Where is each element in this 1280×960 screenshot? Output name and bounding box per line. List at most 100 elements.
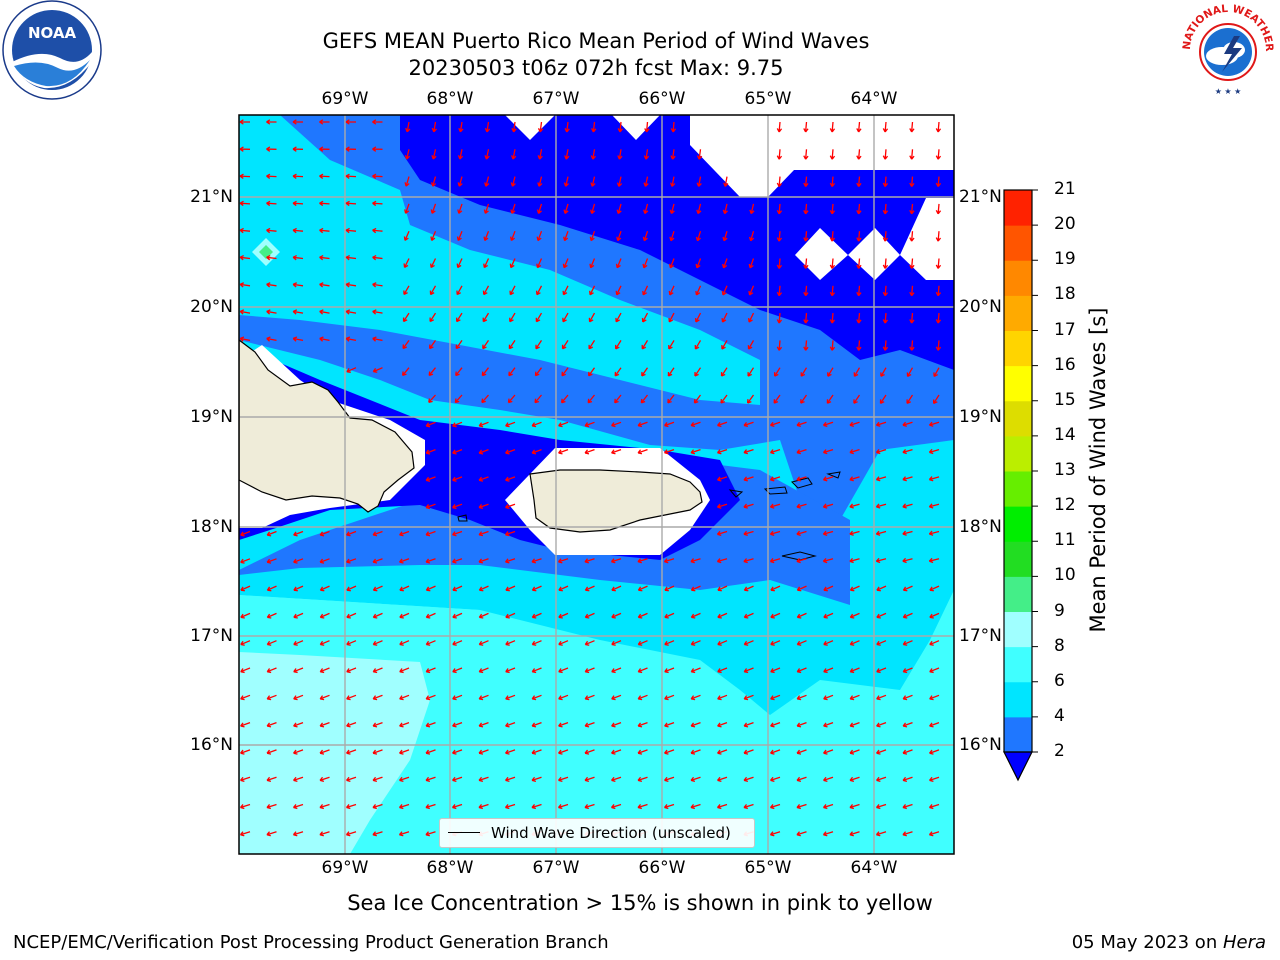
wave-direction-arrow bbox=[668, 340, 675, 350]
wave-direction-arrow bbox=[664, 448, 675, 455]
wave-direction-arrow bbox=[239, 336, 251, 342]
wave-direction-arrow bbox=[717, 640, 728, 646]
wave-direction-arrow bbox=[770, 749, 781, 755]
wave-direction-arrow bbox=[431, 121, 438, 133]
wave-direction-arrow bbox=[293, 694, 304, 701]
wave-direction-arrow bbox=[478, 421, 489, 428]
wave-direction-arrow bbox=[637, 803, 648, 810]
wave-direction-arrow bbox=[637, 585, 648, 592]
wave-direction-arrow bbox=[902, 776, 913, 782]
map-field bbox=[239, 115, 954, 854]
wave-direction-arrow bbox=[882, 313, 889, 324]
wave-direction-arrow bbox=[587, 394, 596, 404]
wave-direction-arrow bbox=[856, 285, 862, 297]
wave-direction-arrow bbox=[399, 558, 410, 564]
wave-direction-arrow bbox=[770, 612, 781, 619]
wave-direction-arrow bbox=[935, 285, 942, 297]
wave-direction-arrow bbox=[615, 340, 622, 350]
wave-direction-arrow bbox=[425, 803, 436, 810]
lat-label-left: 21°N bbox=[190, 187, 233, 207]
wave-direction-arrow bbox=[716, 476, 728, 482]
wave-direction-arrow bbox=[611, 421, 622, 428]
wave-direction-arrow bbox=[319, 640, 330, 646]
wave-direction-arrow bbox=[345, 227, 357, 234]
wave-direction-arrow bbox=[796, 776, 807, 782]
wave-direction-arrow bbox=[425, 558, 436, 564]
nodata-2 bbox=[612, 115, 660, 140]
wave-direction-arrow bbox=[875, 557, 887, 564]
wave-direction-arrow bbox=[563, 176, 569, 187]
wave-direction-arrow bbox=[425, 503, 436, 510]
wave-direction-arrow bbox=[849, 612, 860, 619]
wave-direction-arrow bbox=[404, 176, 410, 187]
wave-direction-arrow bbox=[829, 176, 836, 187]
wave-direction-arrow bbox=[481, 367, 490, 377]
wave-direction-arrow bbox=[564, 121, 570, 133]
wave-direction-arrow bbox=[769, 503, 781, 509]
wave-direction-arrow bbox=[642, 258, 649, 269]
wave-direction-arrow bbox=[402, 312, 410, 323]
wave-direction-arrow bbox=[935, 340, 942, 351]
band-under-2s-north bbox=[400, 115, 954, 370]
wave-direction-arrow bbox=[452, 421, 463, 428]
wave-direction-arrow bbox=[722, 258, 728, 269]
wave-direction-arrow bbox=[690, 749, 701, 755]
colorbar-segment bbox=[1004, 506, 1032, 542]
wave-direction-arrow bbox=[561, 367, 569, 377]
wave-direction-arrow bbox=[637, 558, 648, 564]
wave-direction-arrow bbox=[743, 558, 754, 564]
wave-direction-arrow bbox=[505, 530, 516, 537]
wave-direction-arrow bbox=[743, 803, 754, 810]
legend-label: Wind Wave Direction (unscaled) bbox=[491, 824, 731, 842]
wave-direction-arrow bbox=[776, 176, 783, 187]
wave-direction-arrow bbox=[690, 776, 701, 782]
wave-direction-arrow bbox=[584, 749, 595, 755]
colorbar-segment bbox=[1004, 330, 1032, 367]
wave-direction-arrow bbox=[509, 258, 516, 269]
wave-direction-arrow bbox=[531, 694, 542, 701]
wave-direction-arrow bbox=[909, 231, 915, 242]
footer-right: 05 May 2023 on Hera bbox=[1072, 932, 1266, 953]
wave-direction-arrow bbox=[902, 749, 913, 755]
wave-direction-arrow bbox=[669, 231, 675, 242]
wave-direction-arrow bbox=[372, 367, 383, 373]
wave-direction-arrow bbox=[345, 309, 357, 315]
wave-direction-arrow bbox=[717, 667, 728, 674]
wave-direction-arrow bbox=[346, 367, 357, 373]
wave-direction-arrow bbox=[909, 149, 915, 160]
wave-direction-arrow bbox=[929, 667, 940, 674]
wave-direction-arrow bbox=[535, 285, 543, 296]
wave-direction-arrow bbox=[478, 776, 489, 782]
legend-line-symbol bbox=[448, 832, 480, 833]
wave-direction-arrow bbox=[902, 831, 913, 837]
wave-direction-arrow bbox=[292, 146, 304, 152]
wave-direction-arrow bbox=[876, 585, 887, 592]
wave-direction-arrow bbox=[929, 776, 940, 782]
wave-direction-arrow bbox=[669, 203, 675, 215]
nodata-3 bbox=[690, 115, 954, 197]
wave-direction-arrow bbox=[558, 776, 569, 782]
wave-direction-arrow bbox=[478, 640, 489, 646]
colorbar-tick-label: 13 bbox=[1054, 460, 1076, 480]
wave-direction-arrow bbox=[589, 285, 596, 296]
wave-direction-arrow bbox=[508, 367, 516, 377]
colorbar-segment bbox=[1004, 400, 1032, 437]
wave-direction-arrow bbox=[902, 694, 913, 701]
colorbar-tick-label: 4 bbox=[1054, 705, 1065, 726]
wave-direction-arrow bbox=[266, 640, 277, 646]
wave-direction-arrow bbox=[748, 231, 755, 242]
wave-direction-arrow bbox=[510, 176, 516, 187]
wave-direction-arrow bbox=[796, 585, 807, 592]
wave-direction-arrow bbox=[240, 585, 251, 592]
wave-direction-arrow bbox=[372, 803, 383, 810]
noaa-logo: NOAA bbox=[2, 0, 102, 100]
lat-label-left: 16°N bbox=[190, 735, 233, 755]
wave-direction-arrow bbox=[849, 640, 860, 646]
wave-direction-arrow bbox=[829, 258, 836, 269]
lon-label-top: 68°W bbox=[426, 89, 474, 109]
wave-direction-arrow bbox=[345, 336, 357, 342]
wave-direction-arrow bbox=[558, 721, 569, 728]
wave-direction-arrow bbox=[239, 803, 251, 810]
wave-direction-arrow bbox=[849, 585, 860, 592]
wave-direction-arrow bbox=[239, 173, 251, 179]
